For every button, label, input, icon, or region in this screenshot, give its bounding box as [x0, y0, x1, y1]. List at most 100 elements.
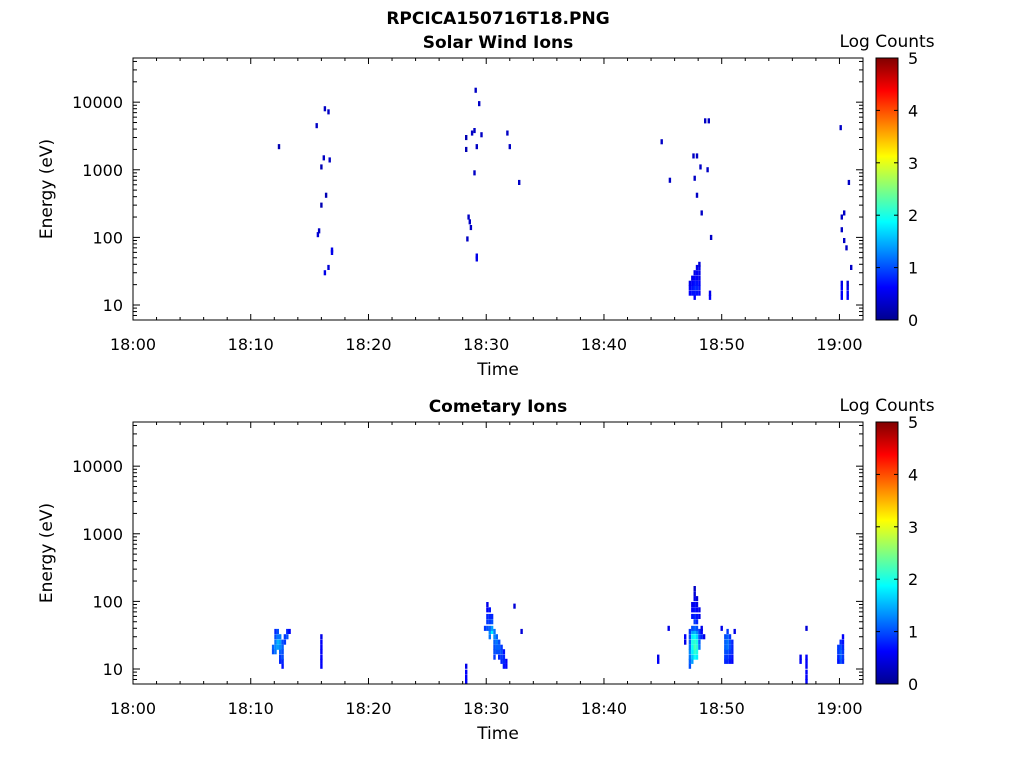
cometary-cb-tick-label: 3	[908, 518, 918, 537]
cometary-cell	[279, 649, 282, 655]
cometary-cell	[688, 639, 692, 645]
solar-wind-cell	[691, 280, 694, 286]
solar-wind-cell	[846, 285, 849, 291]
solar-wind-cell	[846, 290, 849, 296]
solar-wind-cell	[850, 264, 853, 270]
cometary-cell	[693, 596, 696, 602]
cometary-cell	[695, 639, 699, 645]
solar-wind-xtick-label: 19:00	[816, 335, 862, 354]
cometary-axes: 18:00 18:10 18:20 18:30 18:40 18:50 19:00 10 100…	[72, 422, 864, 718]
cometary-cell	[688, 663, 692, 669]
solar-wind-cell	[695, 275, 699, 281]
cometary-cell	[695, 644, 699, 650]
solar-wind-cell	[478, 101, 481, 107]
cometary-cell	[695, 634, 699, 640]
cometary-ylabel: Energy (eV)	[37, 503, 57, 603]
solar-wind-cell	[698, 285, 701, 291]
cometary-cb-tick-label: 1	[908, 623, 918, 642]
solar-wind-cell	[693, 275, 696, 281]
cometary-cell	[520, 628, 523, 634]
solar-wind-cell	[473, 170, 476, 176]
cometary-cell	[726, 639, 729, 645]
cometary-cell	[695, 607, 699, 613]
solar-wind-cell	[840, 227, 843, 233]
solar-wind-cell	[320, 202, 323, 208]
cometary-cell	[486, 613, 489, 619]
cometary-cell	[465, 679, 468, 685]
solar-wind-cell	[695, 280, 699, 286]
cometary-colorbar-label: Log Counts	[839, 396, 934, 416]
solar-wind-cell	[698, 280, 701, 286]
cometary-xlabel: Time	[476, 724, 519, 744]
solar-wind-cell	[691, 275, 694, 281]
cometary-cell	[733, 628, 736, 634]
solar-wind-cell	[688, 285, 692, 291]
cometary-cell	[490, 628, 494, 634]
solar-wind-colorbar-label: Log Counts	[839, 32, 934, 52]
cometary-cell	[500, 644, 503, 650]
cometary-cell	[693, 586, 696, 592]
solar-wind-cell	[320, 164, 323, 170]
cometary-cell	[495, 644, 498, 650]
cometary-cell	[695, 602, 699, 608]
cometary-cell	[271, 644, 275, 650]
cometary-cell	[702, 634, 706, 640]
solar-wind-xlabel: Time	[476, 360, 519, 380]
cometary-cell	[276, 644, 279, 650]
cometary-cell	[281, 658, 284, 664]
cometary-cell	[695, 596, 699, 602]
solar-wind-cell	[277, 144, 281, 150]
cometary-cell	[724, 639, 727, 645]
solar-wind-xtick-label: 18:50	[699, 335, 745, 354]
cometary-xtick-label: 18:30	[463, 699, 509, 718]
solar-wind-axes: 18:00 18:10 18:20 18:30 18:40 18:50 19:00 10 100…	[72, 58, 864, 354]
cometary-cell	[728, 654, 732, 660]
cometary-cell	[320, 634, 323, 640]
cometary-cell	[726, 644, 729, 650]
cometary-cell	[805, 674, 808, 680]
solar-wind-cell	[693, 175, 696, 181]
solar-wind-cell	[695, 192, 699, 198]
cometary-cell	[693, 607, 696, 613]
cometary-cell	[667, 625, 670, 631]
cometary-cell	[502, 658, 506, 664]
cometary-cell	[693, 634, 696, 640]
cometary-cell	[276, 628, 279, 634]
cometary-cell	[498, 654, 501, 660]
solar-wind-cell	[470, 130, 474, 136]
cometary-cell	[493, 654, 496, 660]
solar-wind-cell	[473, 128, 476, 134]
solar-wind-cell	[706, 167, 709, 173]
cometary-cell	[691, 625, 694, 631]
cometary-cell	[805, 663, 808, 669]
cometary-cell	[726, 649, 729, 655]
cometary-cell	[281, 649, 284, 655]
solar-wind-ytick-label: 100	[92, 228, 123, 247]
cometary-cell	[728, 634, 732, 640]
cometary-cell	[498, 639, 501, 645]
cometary-cell	[281, 639, 284, 645]
solar-wind-title: Solar Wind Ions	[423, 33, 574, 53]
cometary-cell	[493, 639, 496, 645]
cometary-cell	[724, 634, 727, 640]
solar-wind-heatmap	[277, 87, 853, 300]
solar-wind-cell	[840, 214, 843, 220]
solar-wind-cell	[465, 146, 468, 152]
cometary-cell	[279, 654, 282, 660]
cometary-cb-tick-label: 4	[908, 465, 918, 484]
solar-wind-cell	[700, 210, 703, 216]
solar-wind-ytick-label: 10000	[72, 93, 123, 112]
solar-wind-cell	[847, 179, 851, 185]
cometary-cell	[698, 607, 701, 613]
cometary-cell	[657, 654, 660, 660]
solar-wind-cell	[474, 87, 477, 93]
solar-wind-cell	[846, 280, 849, 286]
cometary-cell	[495, 634, 498, 640]
cometary-cell	[693, 625, 696, 631]
cometary-cell	[320, 663, 323, 669]
solar-wind-cell	[317, 228, 321, 234]
cometary-cell	[486, 602, 489, 608]
cometary-cell	[279, 639, 282, 645]
cometary-panel: Cometary Ions 18:00 18:10 18:20 18:30 18:40 1…	[37, 396, 935, 744]
solar-wind-cell	[468, 219, 471, 225]
